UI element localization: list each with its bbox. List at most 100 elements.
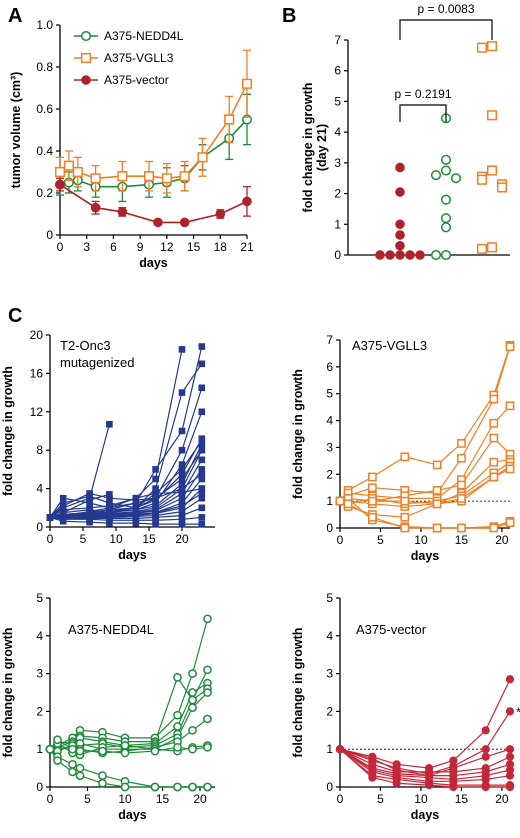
a-y-tick-label: 0.6: [36, 102, 53, 116]
c4-point: [481, 752, 490, 761]
c2-point: [400, 512, 410, 522]
c3-point: [203, 782, 212, 792]
a-point: [224, 114, 235, 125]
c4-y-tick-label: 5: [326, 591, 333, 605]
c2-y-tick-label: 5: [326, 387, 333, 401]
c4-point: [505, 782, 515, 792]
c4-point: [481, 726, 490, 735]
c3-point: [188, 703, 197, 712]
c2-point: [489, 394, 499, 404]
c1-title: T2-Onc3: [60, 338, 111, 353]
c2-point: [432, 499, 442, 509]
c1-point: [86, 518, 93, 526]
c1-series-line-19: [49, 449, 203, 518]
b-point: [476, 243, 488, 254]
c1-point: [198, 520, 206, 528]
c3-point: [120, 741, 130, 750]
c1-point: [198, 384, 206, 392]
c3-point: [203, 688, 212, 697]
c3-x-tick-label: 15: [156, 792, 170, 806]
c1-point: [106, 420, 113, 428]
c3-series-line-0: [49, 618, 209, 750]
c3-point: [173, 710, 182, 720]
c1-point: [198, 514, 206, 521]
c2-point: [368, 483, 377, 493]
a-point: [117, 171, 128, 182]
b-y-tick-label: 6: [334, 64, 341, 78]
c3-point: [203, 665, 212, 675]
c2-series-line-0: [339, 345, 511, 502]
c1-point: [178, 520, 186, 528]
b-point: [395, 250, 405, 260]
c1-point: [198, 504, 206, 512]
a-x-tick-label: 0: [57, 240, 64, 254]
a-legend-marker: [80, 52, 92, 64]
a-point: [242, 196, 252, 207]
c3-y-tick-label: 2: [36, 704, 43, 718]
a-x-tick-label: 9: [137, 240, 144, 254]
a-point: [90, 173, 101, 184]
b-point: [486, 110, 498, 121]
c3-point: [188, 688, 197, 697]
c1-series-line-15: [49, 507, 203, 519]
b-point: [476, 174, 488, 185]
c1-x-tick-label: 15: [142, 532, 156, 546]
c2-y-tick-label: 4: [326, 414, 333, 428]
panel-label-b: B: [282, 5, 296, 27]
c4-point: [505, 771, 515, 780]
c3-y-tick-label: 5: [36, 591, 43, 605]
c1-point: [132, 519, 140, 527]
a-x-tick-label: 18: [214, 240, 228, 254]
b-point: [430, 170, 442, 181]
c1-y-tick-label: 12: [30, 405, 44, 419]
c4-y-tick-label: 0: [326, 780, 333, 794]
b-point: [486, 41, 498, 52]
b-point: [395, 219, 405, 230]
a-legend-label: A375-vector: [104, 73, 169, 87]
b-point: [476, 42, 488, 53]
a-y-tick-label: 0.4: [36, 144, 53, 158]
a-x-tick-label: 12: [160, 240, 174, 254]
c3-point: [150, 746, 160, 756]
a-y-tick-label: 0: [46, 228, 53, 242]
c4-point: [449, 782, 458, 792]
a-x-axis-label: days: [139, 256, 168, 270]
c2-y-tick-label: 1: [326, 494, 333, 508]
c3-title: A375-NEDD4L: [68, 622, 154, 637]
c1-series-line-20: [49, 473, 203, 518]
c2-point: [505, 464, 515, 474]
c1-point: [132, 494, 140, 502]
c1-series-line-8: [49, 444, 203, 518]
c1-point: [86, 490, 93, 497]
c3-point: [98, 746, 107, 756]
c3-series-line-2: [49, 682, 208, 750]
c3-point: [173, 673, 182, 682]
c2-point: [505, 342, 515, 352]
c4-point: [392, 779, 401, 788]
a-series-line-1: [59, 83, 248, 180]
b-y-tick-label: 3: [334, 156, 341, 170]
c1-y-tick-label: 20: [30, 328, 44, 342]
a-point: [90, 202, 101, 213]
c1-point: [46, 514, 54, 521]
c3-point: [68, 767, 77, 777]
b-y-axis-label-2: (day 21): [315, 124, 329, 171]
c4-point: [505, 707, 515, 716]
c1-point: [198, 446, 206, 454]
c1-point: [152, 509, 159, 516]
c2-point: [432, 523, 442, 533]
c2-series-line-1: [339, 346, 511, 502]
c4-point: [424, 781, 434, 790]
a-point: [179, 171, 190, 182]
c3-point: [120, 782, 130, 792]
b-point: [486, 242, 498, 253]
c3-point: [188, 744, 197, 754]
b-p-value: p = 0.2191: [394, 87, 451, 101]
c2-point: [457, 453, 466, 463]
c2-point: [335, 496, 345, 506]
c3-point: [53, 756, 62, 765]
a-point: [153, 217, 163, 228]
c1-y-tick-label: 0: [36, 520, 43, 534]
c1-point: [106, 494, 113, 502]
c3-point: [203, 742, 212, 752]
